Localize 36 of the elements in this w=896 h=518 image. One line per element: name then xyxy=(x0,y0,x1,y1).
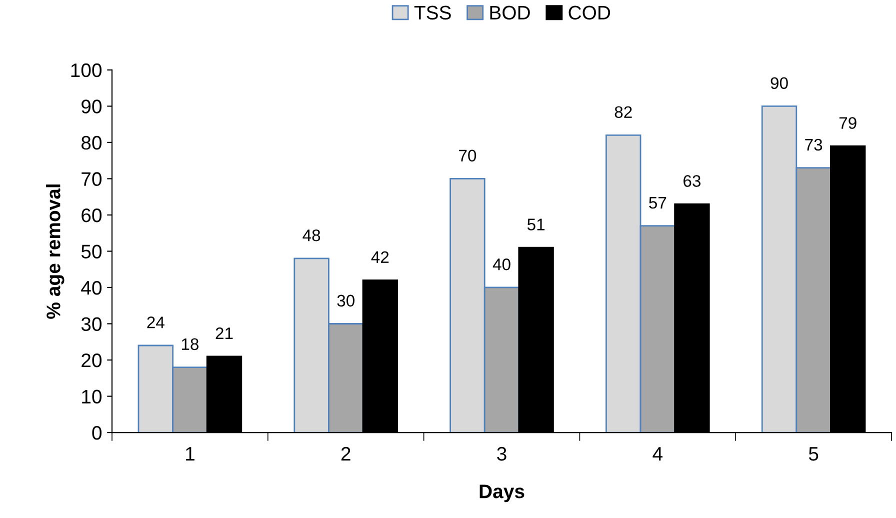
legend-label: BOD xyxy=(490,6,530,20)
y-tick-label: 0 xyxy=(92,426,102,440)
y-tick-label: 40 xyxy=(81,280,102,295)
y-tick-label: 50 xyxy=(81,244,102,258)
x-axis-title: Days xyxy=(480,484,524,502)
data-label: 79 xyxy=(839,117,856,129)
data-label: 30 xyxy=(337,294,354,307)
data-label: 21 xyxy=(216,327,233,340)
data-label: 70 xyxy=(459,150,476,162)
x-tick-label: 4 xyxy=(652,447,662,461)
x-tick-label: 3 xyxy=(497,446,506,461)
legend-label: TSS xyxy=(414,6,451,20)
y-tick-label: 70 xyxy=(82,172,102,186)
data-label: 24 xyxy=(147,316,164,328)
x-tick-label: 2 xyxy=(341,446,350,461)
data-label: 57 xyxy=(649,197,666,209)
data-label: 40 xyxy=(492,258,510,270)
data-label: 51 xyxy=(527,218,545,230)
x-tick-label: 1 xyxy=(186,447,194,461)
data-label: 90 xyxy=(770,77,788,90)
data-label: 63 xyxy=(684,175,700,187)
data-label: 18 xyxy=(182,338,198,350)
y-tick-label: 80 xyxy=(81,136,102,150)
y-tick-label: 10 xyxy=(82,390,102,404)
y-tick-label: 100 xyxy=(71,63,102,78)
data-label: 42 xyxy=(371,251,389,263)
y-tick-label: 30 xyxy=(81,317,102,331)
y-tick-label: 60 xyxy=(82,208,102,222)
y-tick-label: 90 xyxy=(82,100,102,114)
data-label: 48 xyxy=(302,229,320,242)
y-axis-title: % age removal xyxy=(46,184,64,319)
data-label: 82 xyxy=(614,106,632,118)
x-tick-label: 5 xyxy=(808,447,818,461)
y-tick-label: 20 xyxy=(82,353,102,368)
legend-label: COD xyxy=(568,6,610,20)
data-label: 73 xyxy=(805,138,822,151)
